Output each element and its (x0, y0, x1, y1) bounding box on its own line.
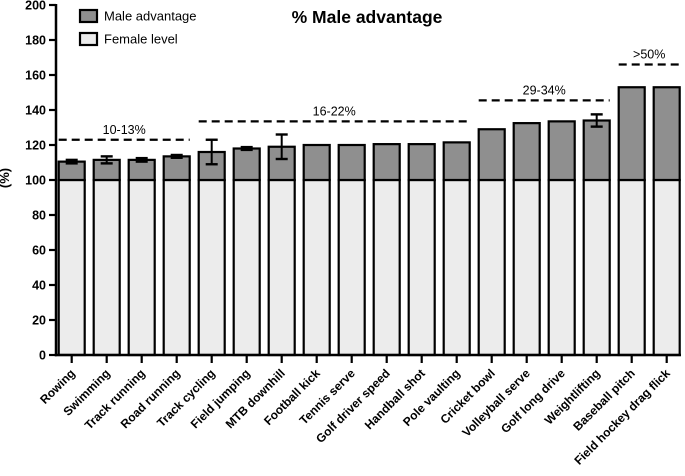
error-bar (135, 156, 148, 163)
y-tick-label: 20 (32, 314, 46, 328)
bar-segment-female-level (652, 178, 681, 357)
bar-swimming (92, 155, 121, 357)
bar-tennis-serve (337, 143, 366, 357)
bar-segment-male-advantage (232, 147, 261, 182)
y-tick-label: 60 (32, 244, 46, 258)
legend: Male advantage Female level (78, 8, 197, 47)
bar-segment-male-advantage (442, 141, 471, 182)
y-tick-label: 40 (32, 279, 46, 293)
y-tick-label: 200 (25, 0, 46, 13)
bar-mtb-downhill (267, 133, 296, 357)
y-tick-label: 100 (25, 174, 46, 188)
legend-label-male-advantage: Male advantage (104, 9, 197, 24)
y-axis-title: (%) (0, 168, 12, 188)
bar-road-running (162, 153, 191, 357)
bar-segment-female-level (582, 178, 611, 357)
annotation-label: 16-22% (313, 104, 356, 118)
bar-segment-female-level (232, 178, 261, 357)
bar-segment-female-level (512, 178, 541, 357)
bar-segment-male-advantage (582, 119, 611, 182)
bar-segment-male-advantage (372, 143, 401, 182)
bar-segment-male-advantage (162, 155, 191, 182)
annotations-layer: 10-13% 16-22% 29-34% >50% (58, 48, 680, 141)
annotation-label: >50% (633, 48, 665, 62)
bar-segment-male-advantage (547, 120, 576, 182)
annotation-label: 10-13% (103, 123, 146, 137)
error-bar (170, 153, 183, 159)
bar-segment-female-level (337, 178, 366, 357)
chart-title: % Male advantage (292, 7, 443, 27)
bar-segment-male-advantage (652, 86, 681, 182)
bar-segment-male-advantage (127, 158, 156, 182)
error-bar (100, 155, 113, 165)
bar-segment-female-level (477, 178, 506, 357)
legend-label-female-level: Female level (104, 32, 178, 47)
bar-track-running (127, 156, 156, 357)
error-bar (590, 113, 603, 128)
bar-baseball-pitch (617, 86, 646, 357)
bar-pole-vaulting (442, 141, 471, 357)
bar-segment-female-level (267, 178, 296, 357)
bar-segment-female-level (197, 178, 226, 357)
bar-segment-female-level (92, 178, 121, 357)
bar-segment-female-level (547, 178, 576, 357)
y-tick-label: 0 (39, 349, 46, 363)
bar-golf-driver-speed (372, 143, 401, 357)
bar-football-kick (302, 143, 331, 357)
y-tick-label: 160 (25, 69, 46, 83)
bar-segment-female-level (127, 178, 156, 357)
error-bar (205, 138, 218, 166)
bar-segment-female-level (302, 178, 331, 357)
x-tick-label-baseball-pitch: Baseball pitch (570, 366, 637, 433)
bar-segment-male-advantage (337, 143, 366, 182)
bar-cricket-bowl (477, 128, 506, 357)
bar-volleyball-serve (512, 122, 541, 357)
bar-weightlifting (582, 113, 611, 357)
y-tick-label: 80 (32, 209, 46, 223)
y-tick-label: 120 (25, 139, 46, 153)
bar-handball-shot (407, 143, 436, 357)
bar-segment-female-level (407, 178, 436, 357)
bar-rowing (57, 158, 86, 357)
bars-layer (57, 86, 681, 357)
annotation-16-22-: 16-22% (198, 104, 470, 123)
bar-segment-male-advantage (512, 122, 541, 182)
bar-segment-male-advantage (617, 86, 646, 182)
error-bar (65, 158, 78, 165)
bar-golf-long-drive (547, 120, 576, 357)
bar-segment-female-level (57, 178, 86, 357)
bar-segment-male-advantage (407, 143, 436, 182)
bar-field-jumping (232, 145, 261, 357)
annotation-29-34-: 29-34% (478, 83, 610, 102)
error-bar (275, 133, 288, 161)
legend-swatch-male-advantage (78, 8, 99, 24)
legend-swatch-female-level (78, 31, 99, 47)
bar-segment-male-advantage (302, 143, 331, 182)
bar-segment-female-level (162, 178, 191, 357)
annotation-label: 29-34% (523, 83, 566, 97)
bar-segment-male-advantage (477, 128, 506, 182)
annotation-10-13-: 10-13% (58, 123, 190, 141)
bar-segment-female-level (617, 178, 646, 357)
error-bar (240, 145, 253, 152)
annotation--50-: >50% (618, 48, 680, 66)
y-tick-label: 180 (25, 34, 46, 48)
bar-segment-female-level (442, 178, 471, 357)
y-tick-label: 140 (25, 104, 46, 118)
bar-segment-female-level (372, 178, 401, 357)
bar-field-hockey-drag-flick (652, 86, 681, 357)
bar-track-cycling (197, 138, 226, 357)
